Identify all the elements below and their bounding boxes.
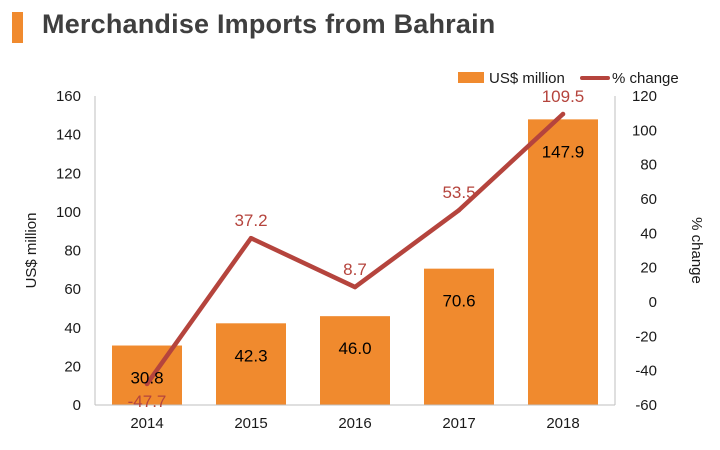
y-tick-label: 60 xyxy=(64,281,81,298)
chart-title: Merchandise Imports from Bahrain xyxy=(42,9,496,39)
bar-value-label-2017: 70.6 xyxy=(442,292,475,311)
bar-value-label-2015: 42.3 xyxy=(234,346,267,365)
y-tick-label: 40 xyxy=(64,320,81,337)
line-value-label-2018: 109.5 xyxy=(542,87,585,106)
y2-tick-label: 100 xyxy=(632,122,657,139)
bar-value-label-2016: 46.0 xyxy=(338,339,371,358)
legend-bar-label: US$ million xyxy=(489,70,565,87)
y2-tick-label: -60 xyxy=(635,397,657,414)
line-value-label-2017: 53.5 xyxy=(442,183,475,202)
labels-layer: 30.8 42.3 46.0 70.6 147.9 -47.7 37.2 8.7 53.5 109… xyxy=(128,87,585,411)
x-tick-label-2016: 2016 xyxy=(338,415,371,432)
x-tick-label-2017: 2017 xyxy=(442,415,475,432)
y-tick-label: 20 xyxy=(64,358,81,375)
ticks-layer: 0 20 40 60 80 100 120 140 160 -60 -40 -20 0 20 40 60 80 1… xyxy=(56,88,657,432)
y2-tick-label: 0 xyxy=(649,294,657,311)
line-point-2017 xyxy=(456,207,462,213)
y-tick-label: 100 xyxy=(56,204,81,221)
axes-layer xyxy=(94,96,616,406)
x-tick-label-2018: 2018 xyxy=(546,415,579,432)
bar-2014 xyxy=(112,345,182,405)
line-point-2018 xyxy=(560,111,566,117)
bar-2016 xyxy=(320,316,390,405)
y2-tick-label: 80 xyxy=(640,157,657,174)
y-axis-title: US$ million xyxy=(23,213,40,289)
bar-2015 xyxy=(216,323,286,405)
y-tick-label: 140 xyxy=(56,127,81,144)
bars-layer xyxy=(112,119,598,405)
legend-bar-swatch xyxy=(458,72,484,83)
bar-2018 xyxy=(528,119,598,405)
y-tick-label: 160 xyxy=(56,88,81,105)
line-point-2016 xyxy=(352,284,358,290)
line-layer xyxy=(144,111,566,387)
y-tick-label: 120 xyxy=(56,165,81,182)
y2-tick-label: 20 xyxy=(640,260,657,277)
x-tick-label-2015: 2015 xyxy=(234,415,267,432)
y-tick-label: 0 xyxy=(73,397,81,414)
y2-tick-label: 40 xyxy=(640,225,657,242)
bar-value-label-2014: 30.8 xyxy=(130,369,163,388)
x-tick-label-2014: 2014 xyxy=(130,415,163,432)
legend-line-label: % change xyxy=(612,70,679,87)
y2-tick-label: 120 xyxy=(632,88,657,105)
y2-tick-label: 60 xyxy=(640,191,657,208)
y2-tick-label: -20 xyxy=(635,328,657,345)
line-point-2014 xyxy=(144,381,150,387)
y-tick-label: 80 xyxy=(64,243,81,260)
y2-tick-label: -40 xyxy=(635,363,657,380)
line-value-label-2015: 37.2 xyxy=(234,211,267,230)
legend: US$ million % change xyxy=(458,70,679,87)
y2-axis-title: % change xyxy=(688,217,705,284)
line-value-label-2014: -47.7 xyxy=(128,392,167,411)
bar-2017 xyxy=(424,268,494,405)
line-value-label-2016: 8.7 xyxy=(343,260,367,279)
line-point-2015 xyxy=(248,235,254,241)
title-accent-bar xyxy=(12,12,23,43)
bar-value-label-2018: 147.9 xyxy=(542,142,585,161)
